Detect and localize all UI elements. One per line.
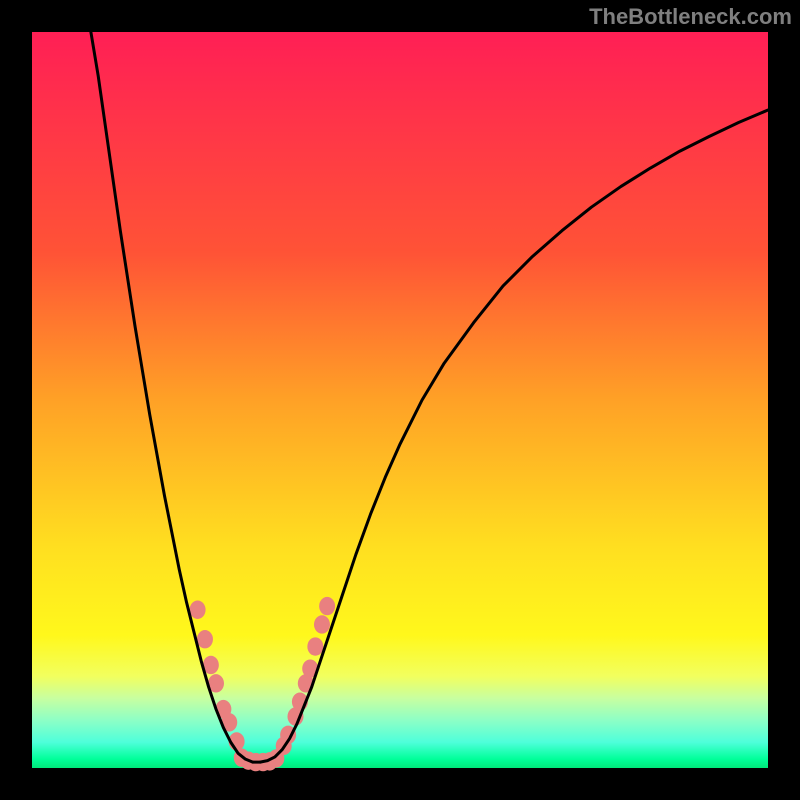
chart-marker — [319, 597, 335, 615]
chart-marker — [307, 637, 323, 655]
chart-plot-area — [32, 32, 768, 768]
chart-marker — [197, 630, 213, 648]
attribution-label: TheBottleneck.com — [589, 4, 792, 30]
bottleneck-chart — [0, 0, 800, 800]
chart-marker — [314, 615, 330, 633]
chart-marker — [190, 601, 206, 619]
chart-container: TheBottleneck.com — [0, 0, 800, 800]
